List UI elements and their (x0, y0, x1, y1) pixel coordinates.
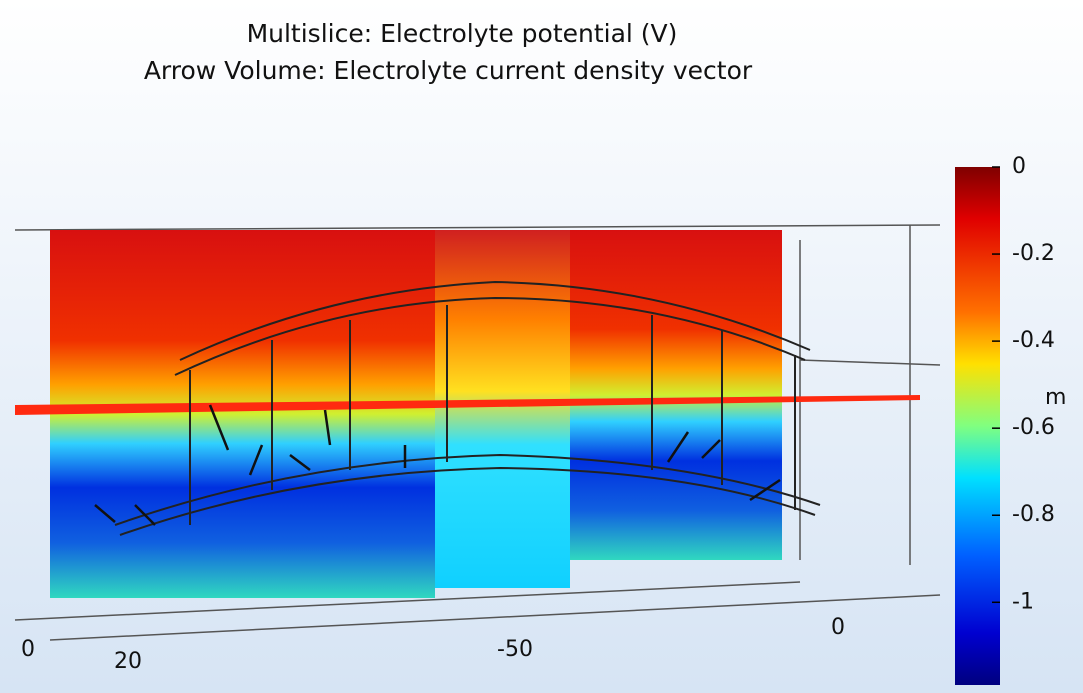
colorbar-tick-label: -0.2 (1012, 241, 1055, 266)
colorbar-tick-label: -0.8 (1012, 502, 1055, 527)
axes-box (14, 224, 941, 641)
axis-label: 20 (114, 649, 142, 674)
axis-label: -50 (497, 637, 533, 662)
axis-label: 0 (21, 637, 35, 662)
colorbar-tick-label: -0.4 (1012, 328, 1055, 353)
title: Multislice: Electrolyte potential (V) (247, 19, 678, 48)
current-arrows (94, 404, 781, 526)
slice-middle (435, 230, 570, 588)
subtitle: Arrow Volume: Electrolyte current densit… (144, 56, 753, 85)
slice-left (50, 230, 435, 598)
colorbar-tick-label: 0 (1012, 154, 1026, 179)
electrode-frame (114, 280, 821, 536)
slice-horizontal (15, 395, 920, 415)
unit-label: m (1045, 385, 1066, 410)
colorbar (955, 167, 1000, 685)
axis-label: 0 (831, 615, 845, 640)
colorbar-tick-label: -1 (1012, 589, 1034, 614)
slice-right (570, 230, 782, 560)
colorbar-tick-label: -0.6 (1012, 415, 1055, 440)
